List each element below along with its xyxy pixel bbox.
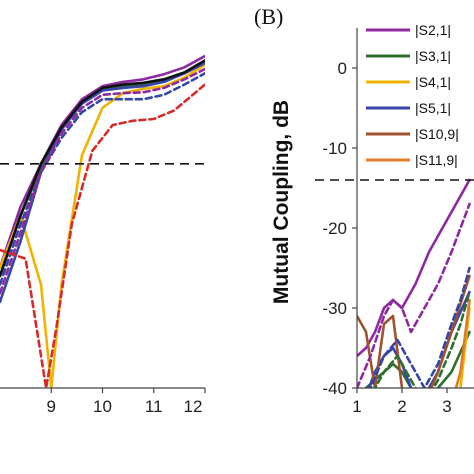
right-series-line-4	[367, 290, 471, 388]
right-series-line-7	[357, 202, 471, 388]
right-x-tick-label: 2	[397, 397, 406, 416]
right-y-tick-label: 0	[338, 59, 347, 78]
left-series-line-6	[0, 72, 205, 286]
legend: |S2,1| |S3,1| |S4,1| |S5,1| |S10,9| |S11,9|	[362, 14, 474, 176]
legend-entry: |S3,1|	[415, 48, 451, 64]
legend-entry: |S11,9|	[415, 152, 458, 168]
right-y-axis-label: Mutual Coupling, dB	[270, 100, 293, 304]
right-series-line-5	[357, 274, 471, 388]
left-series-line-3	[0, 63, 205, 388]
left-x-tick-label: 11	[145, 397, 163, 416]
right-plot-area	[357, 178, 471, 388]
right-series-line-1	[357, 178, 471, 358]
left-x-tick-label: 9	[47, 397, 56, 416]
right-panel: 0 -10 -20 -30 -40 1 2 3 Mutual Coupling, dB |S2,1…	[270, 14, 474, 416]
legend-entry: |S4,1|	[415, 74, 451, 90]
legend-entry: |S2,1|	[415, 22, 451, 38]
right-y-tick-label: -30	[322, 299, 347, 318]
panel-label: (B)	[254, 4, 283, 29]
right-y-tick-label: -20	[322, 219, 347, 238]
legend-box	[362, 14, 474, 176]
left-series-line-5	[0, 59, 205, 278]
left-plot-area	[0, 54, 205, 388]
right-series-line-9	[373, 290, 471, 388]
left-series-line-8	[0, 83, 205, 388]
left-series-line-7	[0, 67, 205, 295]
legend-entry: |S5,1|	[415, 100, 451, 116]
right-x-tick-label: 3	[442, 397, 451, 416]
legend-entry: |S10,9|	[415, 126, 459, 142]
left-x-tick-label: 10	[93, 397, 112, 416]
left-x-tick-label: 12	[184, 397, 203, 416]
right-series-line-8	[369, 266, 471, 388]
right-y-tick-label: -40	[322, 379, 347, 398]
left-panel: 9 10 11 12	[0, 54, 206, 416]
right-x-tick-label: 1	[352, 397, 361, 416]
left-series-line-2	[0, 60, 205, 278]
right-y-tick-label: -10	[322, 139, 347, 158]
